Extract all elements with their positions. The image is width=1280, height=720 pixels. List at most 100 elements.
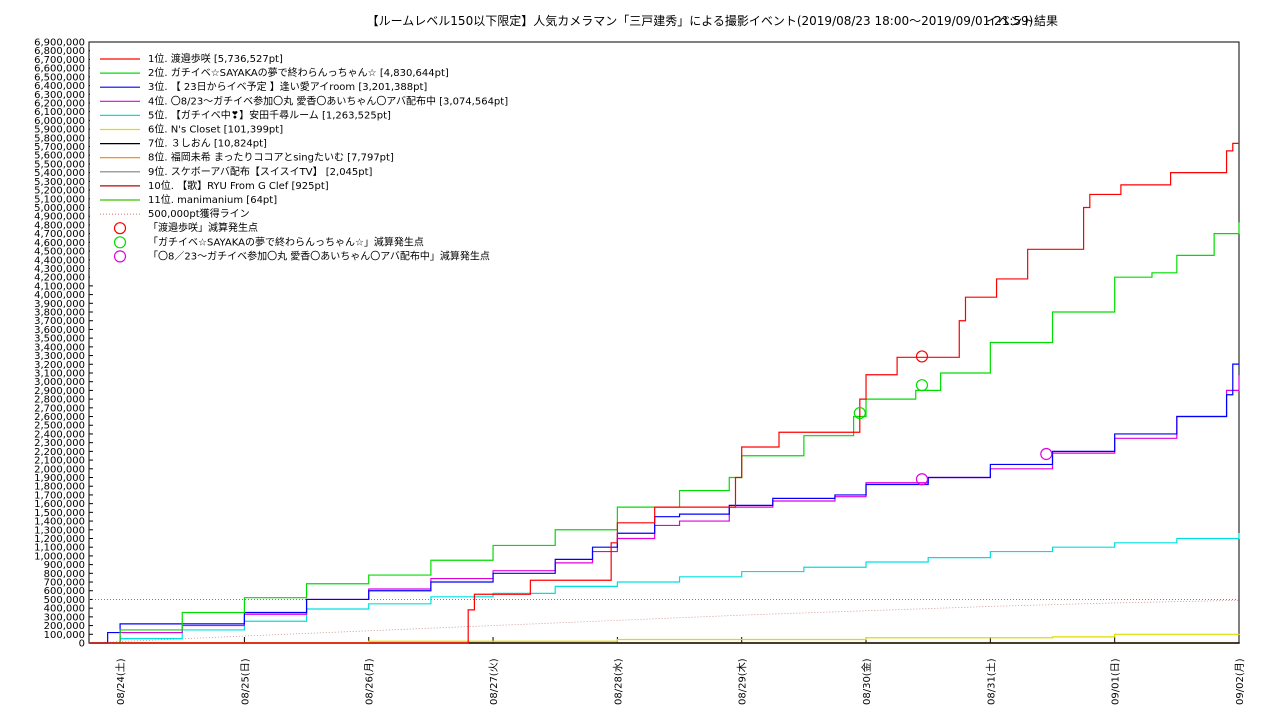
y-tick-label: 4,500,000 [34, 247, 85, 258]
legend-background [90, 43, 638, 281]
y-tick-label: 1,000,000 [34, 551, 85, 562]
x-axis-ticks: 08/24(土) 08/25(日) 08/26(月) 08/27(火) 08/28(水)… [114, 658, 1246, 705]
series-line [89, 142, 1239, 644]
y-tick-label: 1,200,000 [34, 534, 85, 545]
growth-dotted-line [88, 599, 1240, 644]
y-tick-label: 2,800,000 [34, 395, 85, 406]
y-tick-label: 1,600,000 [34, 499, 85, 510]
y-tick-label: 3,200,000 [34, 360, 85, 371]
legend-marker [113, 250, 127, 263]
legend: 1位. 渡邉歩咲 [5,736,527pt]2位. ガチイベ☆SAYAKAの夢で… [90, 43, 638, 281]
y-tick-label: 5,900,000 [34, 125, 85, 136]
y-tick-label: 4,600,000 [34, 238, 85, 249]
legend-label: 「〇8／23〜ガチイベ参加〇丸 愛香〇あいちゃん〇アバ配布中」減算発生点 [148, 249, 490, 262]
marker-circle [1040, 447, 1053, 461]
y-tick-label: 6,300,000 [34, 90, 85, 101]
legend-label: 10位. 【歌】RYU From G Clef [925pt] [148, 179, 329, 192]
y-tick-label: 3,900,000 [34, 299, 85, 310]
y-tick-label: 2,900,000 [34, 386, 85, 397]
y-tick-label: 5,200,000 [34, 186, 85, 197]
y-tick-label: 1,700,000 [34, 490, 85, 501]
y-tick-label: 2,200,000 [34, 447, 85, 458]
y-tick-label: 3,400,000 [34, 342, 85, 353]
y-tick-label: 4,700,000 [34, 229, 85, 240]
y-tick-label: 300,000 [44, 612, 85, 623]
y-tick-label: 100,000 [44, 630, 85, 641]
y-tick-label: 5,100,000 [34, 194, 85, 205]
y-tick-label: 6,100,000 [34, 107, 85, 118]
x-tick-label: 09/02(月) [1234, 658, 1246, 705]
legend-label: 「渡邉歩咲」減算発生点 [148, 221, 258, 234]
y-tick-label: 400,000 [44, 604, 85, 615]
y-tick-label: 4,100,000 [34, 281, 85, 292]
y-tick-label: 0 [79, 639, 85, 650]
series-lines [88, 142, 1240, 644]
y-tick-label: 6,500,000 [34, 72, 85, 83]
legend-marker [113, 222, 127, 235]
y-tick-label: 2,000,000 [34, 464, 85, 475]
y-tick-label: 3,500,000 [34, 334, 85, 345]
legend-label: 9位. スケボーアバ配布【スイスイTV】 [2,045pt] [148, 165, 373, 178]
x-tick-label: 08/28(水) [612, 658, 624, 705]
y-tick-label: 3,600,000 [34, 325, 85, 336]
y-tick-label: 1,500,000 [34, 508, 85, 519]
y-tick-label: 6,800,000 [34, 46, 85, 57]
y-tick-label: 1,400,000 [34, 517, 85, 528]
legend-label: 2位. ガチイベ☆SAYAKAの夢で終わらんっちゃん☆ [4,830,644pt… [148, 66, 449, 79]
y-tick-label: 800,000 [44, 569, 85, 580]
y-tick-label: 200,000 [44, 621, 85, 632]
y-tick-label: 2,300,000 [34, 438, 85, 449]
marker-circle [915, 379, 929, 392]
y-tick-label: 5,600,000 [34, 151, 85, 162]
y-tick-label: 2,700,000 [34, 403, 85, 414]
legend-marker [113, 236, 127, 249]
y-tick-label: 2,400,000 [34, 429, 85, 440]
legend-label: 7位. ３しおん [10,824pt] [148, 137, 267, 150]
legend-label: 6位. N's Closet [101,399pt] [148, 123, 283, 136]
y-tick-label: 5,300,000 [34, 177, 85, 188]
y-tick-label: 700,000 [44, 578, 85, 589]
series-line [89, 633, 1240, 644]
y-tick-label: 6,600,000 [34, 64, 85, 75]
y-tick-label: 4,900,000 [34, 212, 85, 223]
legend-label: 3位. 【 23日からイベ予定 】逢い愛アイroom [3,201,388pt] [148, 80, 427, 93]
y-tick-label: 3,800,000 [34, 308, 85, 319]
x-tick-label: 08/29(木) [737, 658, 749, 705]
y-tick-label: 3,100,000 [34, 368, 85, 379]
y-tick-label: 1,800,000 [34, 482, 85, 493]
y-tick-label: 2,600,000 [34, 412, 85, 423]
y-tick-label: 2,500,000 [34, 421, 85, 432]
y-tick-label: 5,700,000 [34, 142, 85, 153]
y-tick-label: 4,800,000 [34, 220, 85, 231]
marker-circle [915, 473, 929, 486]
series-line [89, 363, 1239, 644]
legend-label: 4位. 〇8/23〜ガチイベ参加〇丸 愛香〇あいちゃん〇アバ配布中 [3,074… [148, 94, 508, 107]
y-tick-label: 4,200,000 [34, 273, 85, 284]
chart-title: 【ルームレベル150以下限定】人気カメラマン「三戸建秀」による撮影イベント(20… [367, 13, 1034, 28]
legend-label: 1位. 渡邉歩咲 [5,736,527pt] [148, 52, 283, 65]
y-tick-label: 6,000,000 [34, 116, 85, 127]
legend-label: 5位. 【ガチイベ中❣】安田千尋ルーム [1,263,525pt] [148, 108, 391, 121]
series-line [89, 532, 1240, 644]
y-tick-label: 5,000,000 [34, 203, 85, 214]
y-tick-label: 3,000,000 [34, 377, 85, 388]
y-tick-label: 1,900,000 [34, 473, 85, 484]
y-tick-label: 6,900,000 [34, 38, 85, 49]
x-tick-label: 09/01(日) [1111, 658, 1122, 705]
y-tick-label: 6,400,000 [34, 81, 85, 92]
legend-label: 11位. manimanium [64pt] [148, 193, 277, 206]
y-tick-label: 4,000,000 [34, 290, 85, 301]
y-tick-label: 1,100,000 [34, 543, 85, 554]
marker-circle [915, 350, 929, 363]
series-line [89, 642, 1240, 644]
y-tick-label: 5,400,000 [34, 168, 85, 179]
x-tick-label: 08/27(火) [488, 658, 500, 705]
y-tick-label: 6,200,000 [34, 98, 85, 109]
y-tick-label: 3,700,000 [34, 316, 85, 327]
marker-points [853, 350, 1053, 486]
y-tick-label: 3,300,000 [34, 351, 85, 362]
y-tick-label: 500,000 [44, 595, 85, 606]
x-tick-label: 08/24(土) [114, 658, 127, 705]
y-tick-label: 5,800,000 [34, 133, 85, 144]
